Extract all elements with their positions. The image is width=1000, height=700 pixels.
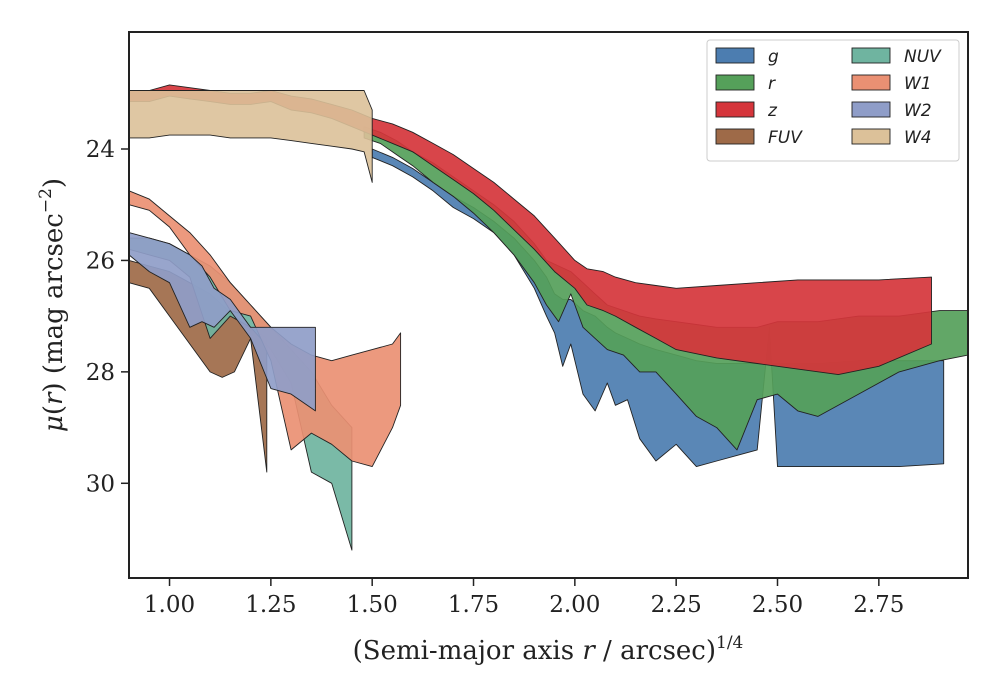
legend-label-w1: W1 <box>904 74 932 94</box>
legend-label-w2: W2 <box>904 101 932 121</box>
legend-frame <box>706 39 960 162</box>
x-tick-label: 2.25 <box>651 592 702 618</box>
y-axis-ticks: 24 26 28 30 <box>86 137 129 497</box>
legend-label-r: r <box>768 74 776 94</box>
legend-label-fuv: FUV <box>768 128 803 148</box>
x-axis-label: (Semi-major axis r / arcsec)1/4 <box>353 633 744 666</box>
x-axis-ticks: 1.00 1.25 1.50 1.75 2.00 2.25 2.50 2.75 <box>144 578 904 618</box>
legend-swatch-r <box>715 74 755 91</box>
y-tick-label: 30 <box>86 471 115 497</box>
legend-swatch-fuv <box>715 128 755 145</box>
x-tick-label: 1.50 <box>347 592 398 618</box>
band-w4 <box>128 90 373 183</box>
x-tick-label: 1.25 <box>245 592 296 618</box>
legend: grz FUV NUV W1 W2 W4 <box>706 39 960 162</box>
legend-swatch-w2 <box>851 101 891 118</box>
legend-label-w4: W4 <box>904 128 932 148</box>
x-tick-label: 2.50 <box>752 592 803 618</box>
x-tick-label: 1.75 <box>448 592 499 618</box>
legend-swatch-nuv <box>851 47 891 64</box>
y-tick-label: 28 <box>86 360 115 386</box>
legend-label-nuv: NUV <box>904 47 942 67</box>
series-bands <box>128 84 969 551</box>
y-tick-label: 26 <box>86 248 115 274</box>
legend-swatch-w4 <box>851 128 891 145</box>
legend-label-z: z <box>767 101 778 121</box>
x-tick-label: 2.75 <box>853 592 904 618</box>
legend-swatch-w1 <box>851 74 891 91</box>
plot-frame <box>128 31 969 579</box>
x-tick-label: 1.00 <box>144 592 195 618</box>
legend-label-g: g <box>768 47 779 67</box>
y-axis-label: μ(r) (mag arcsec−2) <box>36 178 69 432</box>
y-tick-label: 24 <box>86 137 115 163</box>
band-w2 <box>128 232 316 412</box>
x-tick-label: 2.00 <box>549 592 600 618</box>
legend-swatch-g <box>715 47 755 64</box>
legend-swatch-z <box>715 101 755 118</box>
